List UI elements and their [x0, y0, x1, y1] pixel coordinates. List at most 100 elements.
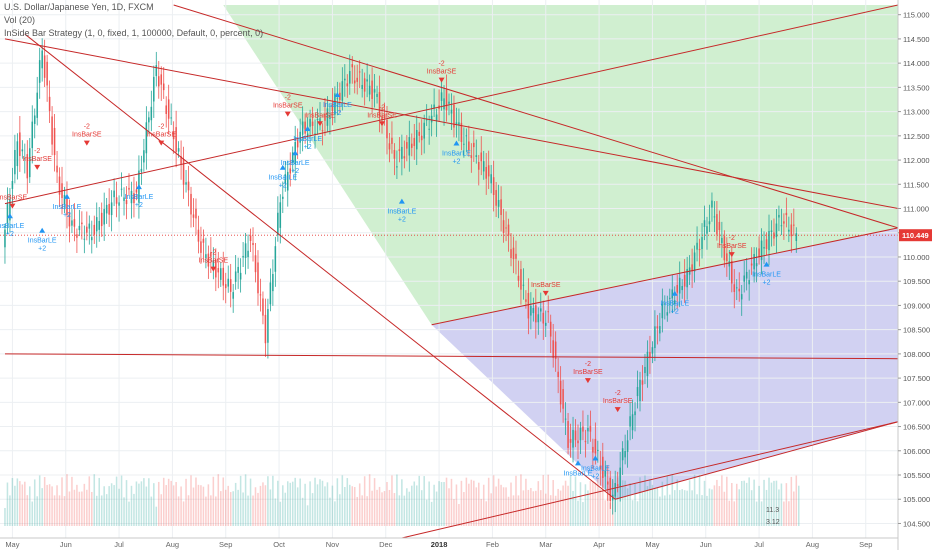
candle-body-155 — [388, 143, 391, 150]
signal-3: InsBarLE+2 — [28, 227, 57, 253]
candle-body-311 — [775, 223, 778, 238]
volume-bar-21 — [56, 485, 58, 526]
signal-qty: +2 — [135, 202, 143, 209]
candle-100 — [252, 227, 254, 262]
candle-62 — [157, 60, 160, 99]
candle-96 — [242, 242, 244, 267]
volume-bar-38 — [98, 477, 100, 526]
candle-body-133 — [334, 93, 336, 115]
candle-body-11 — [31, 121, 34, 149]
volume-bar-213 — [532, 491, 535, 526]
candle-body-236 — [589, 425, 592, 432]
candle-181 — [453, 95, 455, 138]
candle-233 — [582, 410, 584, 441]
candle-297 — [740, 284, 743, 316]
volume-bar-100 — [252, 495, 254, 526]
signal-label: InsBarLE — [660, 301, 689, 308]
candle-body-92 — [232, 292, 234, 299]
candle-body-317 — [790, 224, 793, 237]
price-tick-label-17: 106.500 — [903, 423, 930, 432]
candle-body-197 — [492, 177, 495, 196]
candle-56 — [143, 138, 145, 172]
candle-body-148 — [371, 80, 373, 99]
volume-bar-7 — [21, 484, 24, 526]
candle-144 — [361, 68, 363, 98]
candle-281 — [701, 223, 703, 259]
volume-bar-318 — [793, 491, 795, 526]
candle-59 — [150, 90, 153, 132]
volume-bar-24 — [63, 496, 66, 526]
candle-257 — [641, 365, 644, 402]
time-tick-label-3: Aug — [166, 540, 179, 549]
candle-body-90 — [227, 278, 229, 287]
candle-112 — [282, 181, 284, 214]
grid-lines — [0, 0, 898, 538]
candle-body-28 — [73, 219, 76, 227]
candle-182 — [455, 107, 458, 138]
signal-label: InsBarSE — [199, 258, 229, 265]
candle-body-199 — [497, 200, 500, 207]
volume-bar-58 — [148, 478, 150, 526]
signal-label: InsBarSE — [717, 243, 747, 250]
candle-301 — [750, 247, 753, 275]
volume-bar-93 — [234, 482, 237, 526]
candle-279 — [696, 226, 698, 262]
candle-body-3 — [11, 181, 14, 189]
candle-body-113 — [284, 174, 287, 184]
candle-body-170 — [425, 119, 428, 121]
volume-bar-148 — [371, 490, 373, 526]
candle-body-150 — [376, 93, 378, 97]
volume-bar-150 — [376, 489, 378, 526]
candle-body-41 — [105, 204, 108, 214]
signal-qty: -2 — [158, 124, 164, 131]
candle-body-69 — [175, 127, 177, 153]
candle-body-280 — [698, 248, 701, 251]
volume-bar-126 — [316, 484, 319, 526]
long-signal-arrow — [39, 227, 46, 233]
candle-body-30 — [78, 225, 81, 231]
candle-254 — [634, 402, 636, 432]
volume-bar-135 — [339, 494, 341, 526]
candle-body-104 — [262, 298, 264, 316]
signal-label: InsBarSE — [146, 132, 176, 139]
price-axis[interactable]: 115.000 114.500 114.000 113.500 113.000 112.5… — [766, 0, 932, 550]
candle-25 — [66, 181, 68, 229]
candle-body-272 — [678, 277, 681, 294]
volume-bar-228 — [569, 475, 572, 526]
candle-250 — [624, 434, 626, 465]
volume-bar-103 — [259, 485, 262, 526]
candle-306 — [763, 231, 765, 264]
candle-body-78 — [197, 229, 200, 242]
candle-body-223 — [557, 371, 559, 378]
volume-indicator-label: Vol (20) — [4, 15, 36, 25]
candle-60 — [153, 65, 155, 118]
candle-body-287 — [716, 214, 718, 235]
short-signal-arrow — [158, 140, 165, 146]
candle-body-97 — [244, 243, 247, 258]
volume-bar-180 — [450, 478, 453, 526]
signal-23: InsBarSE-2 — [603, 390, 633, 413]
candle-72 — [182, 146, 185, 199]
candle-69 — [175, 110, 177, 168]
candle-86 — [217, 251, 220, 289]
candle-143 — [358, 60, 361, 89]
candle-body-193 — [482, 161, 485, 172]
volume-bar-26 — [68, 491, 71, 526]
candle-76 — [192, 198, 195, 228]
time-tick-label-1: Jun — [60, 540, 72, 549]
volume-bar-46 — [118, 488, 120, 526]
time-axis[interactable]: May Jun Jul Aug Sep Oct Nov Dec 2018 Feb Mar Apr May… — [0, 537, 898, 549]
candle-265 — [661, 288, 664, 333]
candle-body-196 — [490, 174, 492, 184]
volume-bar-49 — [125, 480, 128, 526]
candle-178 — [445, 74, 448, 122]
volume-bar-44 — [113, 485, 115, 526]
volume-bar-140 — [351, 486, 354, 526]
volume-bar-78 — [197, 484, 200, 526]
candle-body-192 — [480, 152, 483, 162]
candle-body-162 — [406, 142, 408, 149]
candle-64 — [162, 67, 165, 99]
candle-39 — [100, 202, 103, 237]
volume-bar-297 — [740, 480, 743, 526]
